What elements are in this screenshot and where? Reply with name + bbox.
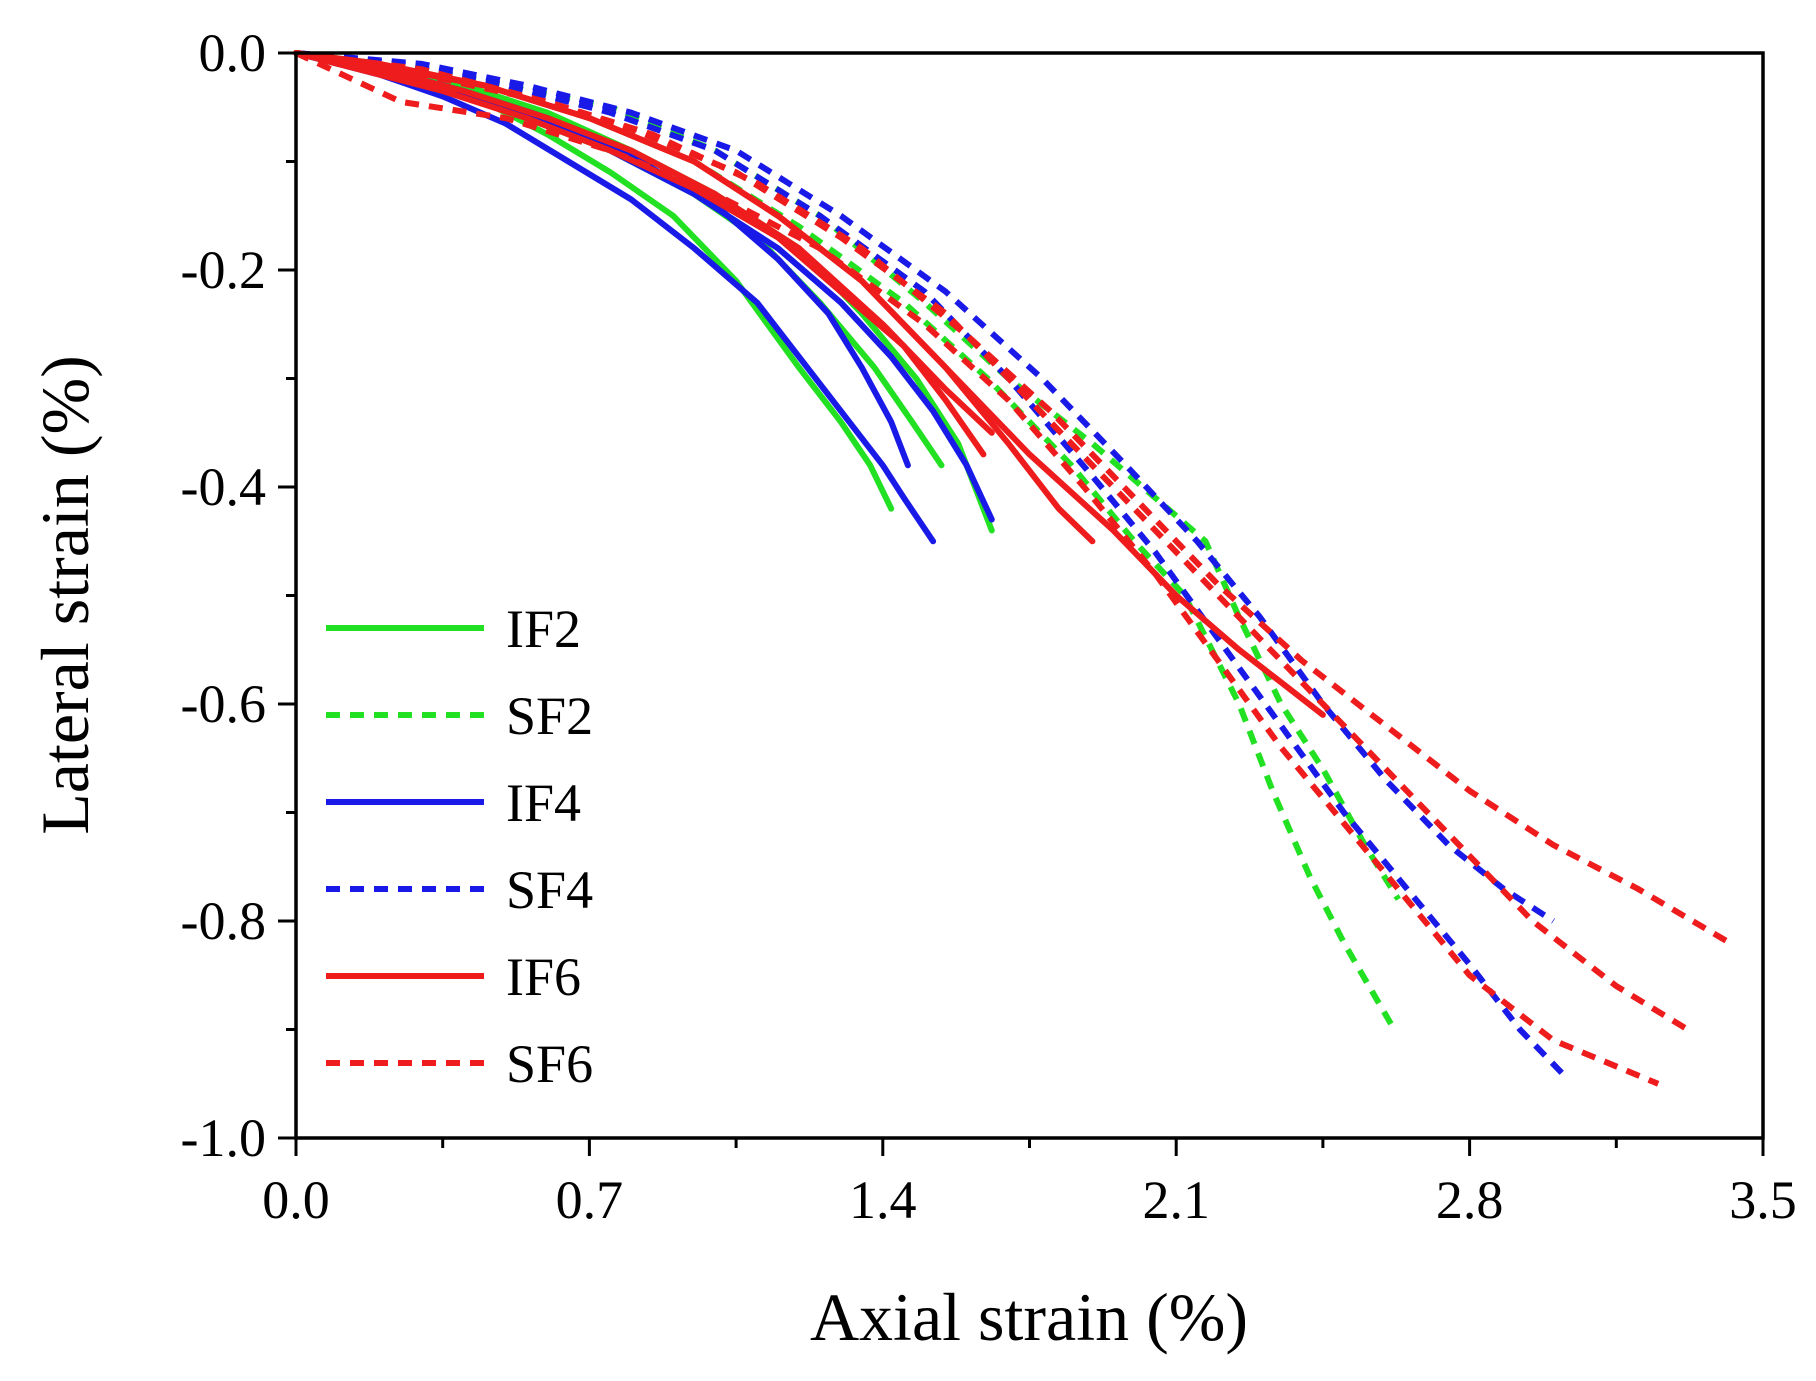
series-sf6-curve-2 (295, 50, 1690, 1033)
series-sf6 (294, 50, 1732, 1087)
x-tick-label: 0.0 (262, 1170, 330, 1230)
series-if4-curve-1 (293, 50, 937, 545)
y-tick-label: -1.0 (181, 1108, 266, 1168)
y-tick-label: -0.6 (181, 674, 266, 734)
legend-label-if6: IF6 (506, 947, 581, 1007)
y-axis-title: Lateral strain (%) (27, 355, 103, 835)
series-sf6-curve-3 (295, 50, 1732, 946)
x-axis-title: Axial strain (%) (810, 1279, 1248, 1355)
legend-label-sf6: SF6 (506, 1034, 593, 1094)
x-tick-label: 0.7 (556, 1170, 624, 1230)
series-sf4 (295, 50, 1564, 1075)
series-layer (293, 50, 1732, 1087)
x-tick-labels: 0.0 0.7 1.4 2.1 2.8 3.5 (262, 1170, 1797, 1230)
legend-item-sf2: SF2 (326, 686, 593, 746)
series-if6-curve-2 (293, 50, 995, 436)
y-tick-label: 0.0 (199, 23, 267, 83)
series-if6-curve-4 (293, 50, 1326, 718)
legend-item-if6: IF6 (326, 947, 581, 1007)
legend-label-if4: IF4 (506, 773, 581, 833)
legend-item-if4: IF4 (326, 773, 581, 833)
legend-label-sf2: SF2 (506, 686, 593, 746)
legend-item-if2: IF2 (326, 599, 581, 659)
legend-label-if2: IF2 (506, 599, 581, 659)
legend-label-sf4: SF4 (506, 860, 593, 920)
y-tick-label: -0.4 (181, 457, 266, 517)
y-tick-labels: 0.0 -0.2 -0.4 -0.6 -0.8 -1.0 (181, 23, 266, 1168)
x-tick-label: 2.1 (1142, 1170, 1210, 1230)
legend: IF2 SF2 IF4 SF4 IF6 SF6 (326, 599, 593, 1094)
axis-ticks (278, 51, 1765, 1156)
series-sf4-curve-2 (295, 50, 1556, 924)
series-sf6-curve-1 (294, 50, 1660, 1087)
legend-item-sf4: SF4 (326, 860, 593, 920)
legend-item-sf6: SF6 (326, 1034, 593, 1094)
x-tick-label: 1.4 (849, 1170, 917, 1230)
x-tick-label: 2.8 (1436, 1170, 1504, 1230)
x-tick-label: 3.5 (1729, 1170, 1797, 1230)
y-tick-label: -0.2 (181, 240, 266, 300)
y-tick-label: -0.8 (181, 891, 266, 951)
